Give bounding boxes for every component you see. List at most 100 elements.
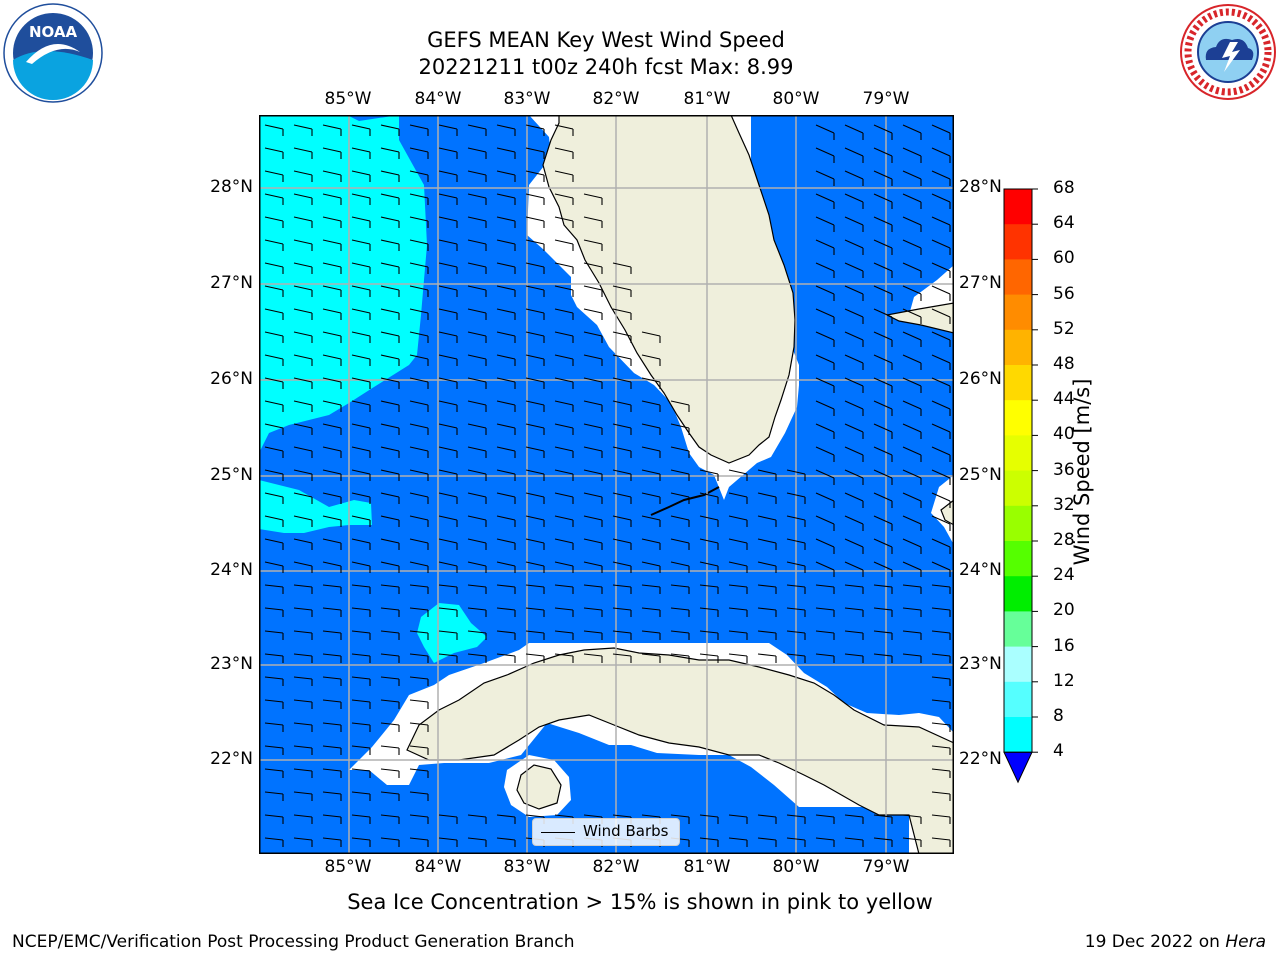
wind-barb bbox=[351, 147, 371, 159]
wind-barb bbox=[699, 469, 719, 481]
wind-barb bbox=[670, 515, 690, 527]
wind-barb bbox=[438, 170, 458, 182]
wind-barb bbox=[728, 653, 748, 663]
wind-barb bbox=[409, 400, 429, 412]
wind-barb bbox=[264, 538, 284, 550]
wind-barb bbox=[583, 561, 603, 573]
wind-barb bbox=[409, 193, 429, 205]
wind-barb bbox=[902, 653, 922, 663]
wind-barb bbox=[264, 262, 284, 274]
wind-barb bbox=[525, 354, 545, 366]
wind-barb bbox=[380, 239, 400, 251]
wind-barb bbox=[641, 469, 661, 481]
wind-barb bbox=[380, 791, 400, 801]
lon-tick-bottom-4: 82°W bbox=[592, 857, 640, 877]
wind-barb bbox=[293, 193, 313, 205]
wind-barb bbox=[583, 469, 603, 481]
wind-barb bbox=[293, 515, 313, 527]
wind-barb bbox=[264, 768, 284, 778]
wind-barb bbox=[815, 538, 835, 554]
wind-barb bbox=[525, 193, 545, 205]
wind-barb bbox=[583, 377, 603, 389]
wind-barb bbox=[786, 607, 806, 617]
wind-barb bbox=[322, 745, 342, 755]
wind-barb bbox=[467, 308, 487, 320]
wind-barb bbox=[409, 515, 429, 527]
wind-barb bbox=[380, 676, 400, 686]
wind-barb bbox=[467, 469, 487, 481]
wind-barb bbox=[786, 492, 806, 504]
colorbar-bin bbox=[1004, 365, 1032, 401]
wind-barb bbox=[728, 561, 748, 573]
wind-barb bbox=[583, 239, 603, 251]
wind-barb bbox=[496, 377, 516, 389]
wind-barb bbox=[293, 814, 313, 824]
wind-barb bbox=[525, 515, 545, 527]
wind-barb bbox=[351, 814, 371, 824]
wind-barb bbox=[351, 676, 371, 686]
wind-barb bbox=[786, 630, 806, 640]
lat-tick-right-3: 26°N bbox=[959, 369, 1002, 389]
lat-tick-left-1: 28°N bbox=[210, 177, 253, 197]
wind-barb bbox=[351, 515, 371, 527]
wind-barb bbox=[583, 262, 603, 274]
wind-barb bbox=[322, 285, 342, 297]
wind-barb bbox=[844, 584, 864, 594]
wind-barb bbox=[525, 584, 545, 594]
wind-barb bbox=[496, 193, 516, 205]
wind-barb bbox=[351, 423, 371, 435]
wind-barb bbox=[554, 492, 574, 504]
wind-barb bbox=[409, 699, 429, 709]
wind-barb bbox=[293, 768, 313, 778]
wind-barb bbox=[438, 584, 458, 594]
colorbar-tick-label: 60 bbox=[1053, 248, 1075, 269]
wind-barb bbox=[264, 676, 284, 686]
colorbar-bin bbox=[1004, 259, 1032, 296]
wind-barb bbox=[699, 630, 719, 640]
wind-barb bbox=[293, 630, 313, 640]
wind-barb bbox=[612, 515, 632, 527]
wind-barb bbox=[293, 446, 313, 458]
wind-barb bbox=[931, 262, 951, 278]
wind-barb bbox=[380, 147, 400, 159]
wind-barb bbox=[380, 193, 400, 205]
wind-barb bbox=[583, 331, 603, 343]
wind-barb bbox=[815, 446, 835, 462]
wind-barb bbox=[467, 170, 487, 182]
wind-barb bbox=[467, 331, 487, 343]
wind-barb bbox=[525, 653, 545, 663]
wind-barb bbox=[438, 147, 458, 159]
wind-barb bbox=[902, 377, 922, 393]
wind-barb bbox=[438, 331, 458, 343]
colorbar-tick-label: 20 bbox=[1053, 600, 1075, 621]
wind-barb bbox=[264, 584, 284, 594]
wind-barb bbox=[902, 354, 922, 370]
wind-barb bbox=[844, 515, 864, 531]
wind-barb bbox=[612, 354, 632, 366]
wind-barb bbox=[583, 400, 603, 412]
wind-barb bbox=[380, 308, 400, 320]
colorbar-bin bbox=[1004, 681, 1032, 718]
wind-barb bbox=[873, 331, 893, 347]
wind-barb bbox=[380, 423, 400, 435]
wind-barb bbox=[815, 354, 835, 370]
wind-barb bbox=[583, 446, 603, 458]
lat-tick-right-2: 27°N bbox=[959, 273, 1002, 293]
wind-barb bbox=[467, 285, 487, 297]
wind-barb bbox=[409, 837, 429, 847]
wind-barb bbox=[612, 584, 632, 594]
wind-barb bbox=[438, 607, 458, 617]
wind-barb bbox=[815, 469, 835, 485]
wind-barb bbox=[351, 331, 371, 343]
wind-barb bbox=[641, 584, 661, 594]
wind-barb bbox=[554, 630, 574, 640]
wind-barb bbox=[844, 239, 864, 255]
wind-barb bbox=[931, 561, 951, 577]
wind-barb bbox=[902, 492, 922, 508]
wind-barb bbox=[409, 469, 429, 481]
wind-barb bbox=[902, 423, 922, 439]
wind-barb bbox=[554, 515, 574, 527]
colorbar-bin bbox=[1004, 541, 1032, 577]
wind-barb bbox=[815, 285, 835, 301]
wind-barb bbox=[670, 446, 690, 458]
